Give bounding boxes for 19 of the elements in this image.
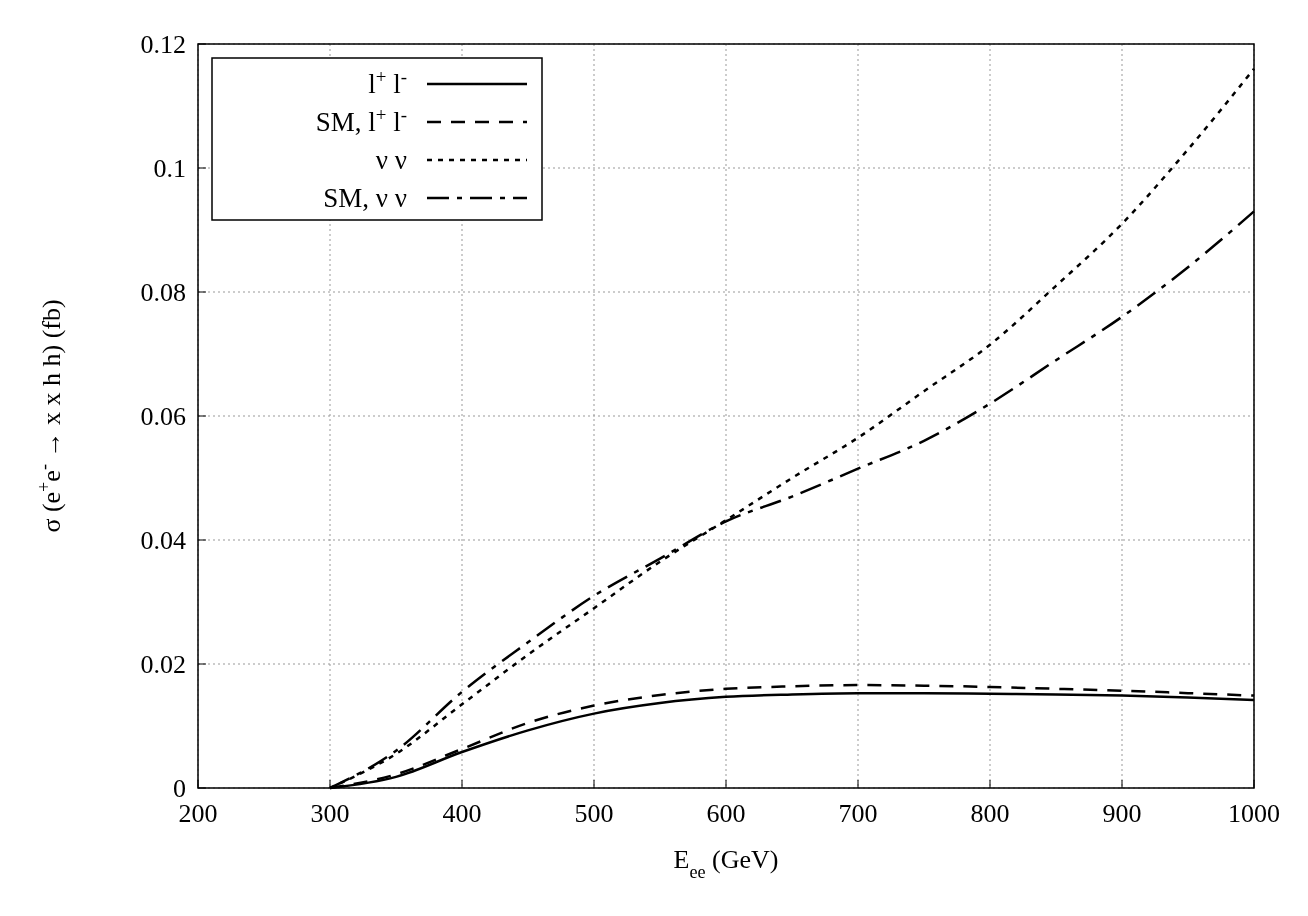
x-axis-title: E$_{ee}$ (GeV) — [673, 845, 779, 882]
y-tick-label: 0.08 — [140, 278, 186, 307]
y-tick-label: 0.02 — [140, 650, 186, 679]
y-tick-label: 0.04 — [140, 526, 186, 555]
y-tick-label: 0.06 — [140, 402, 186, 431]
x-tick-label: 300 — [310, 799, 350, 828]
x-tick-label: 800 — [970, 799, 1010, 828]
x-tick-label: 600 — [706, 799, 746, 828]
y-tick-label: 0.12 — [140, 30, 186, 59]
x-tick-label: 900 — [1102, 799, 1142, 828]
x-tick-label: 500 — [574, 799, 614, 828]
x-tick-label: 400 — [442, 799, 482, 828]
legend-label: SM, ν ν — [323, 183, 407, 213]
legend-label: l$^{+}$ l$^{-}$ — [368, 65, 407, 99]
x-tick-label: 700 — [838, 799, 878, 828]
y-tick-label: 0.1 — [153, 154, 186, 183]
x-tick-label: 1000 — [1228, 799, 1280, 828]
legend-label: ν ν — [375, 145, 407, 175]
legend-label: SM, l$^{+}$ l$^{-}$ — [315, 103, 407, 137]
